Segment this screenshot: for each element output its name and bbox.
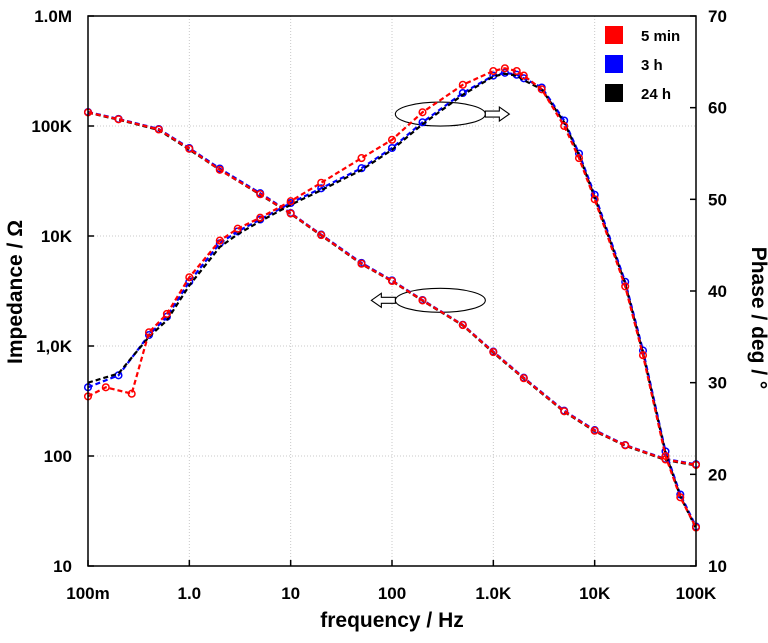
annotation-ellipse [394, 101, 486, 127]
data-point [357, 154, 366, 163]
data-point [162, 309, 171, 318]
data-point [418, 296, 427, 305]
y-left-tick-label: 100K [31, 117, 72, 136]
data-point [185, 273, 194, 282]
data-point [638, 351, 648, 360]
y-right-tick-label: 10 [708, 557, 727, 576]
data-point [215, 165, 224, 174]
data-point [144, 328, 154, 337]
series-layer [83, 64, 701, 532]
annotations [370, 101, 511, 313]
data-point [215, 236, 224, 245]
legend-label: 3 h [641, 57, 663, 74]
x-tick-label: 10K [579, 584, 611, 603]
data-point [458, 80, 467, 89]
data-point [519, 71, 528, 80]
data-point [286, 209, 295, 218]
data-point [233, 224, 242, 233]
data-point [621, 282, 630, 291]
x-tick-label: 10 [281, 584, 300, 603]
legend-item: 24 h [605, 84, 671, 103]
y-right-tick-label: 60 [708, 99, 727, 118]
data-point [256, 190, 265, 199]
arrow-left-icon [370, 292, 396, 309]
data-point [489, 348, 498, 357]
y-right-axis-title: Phase / deg / ° [747, 247, 768, 390]
data-point [127, 389, 136, 398]
series-line [87, 71, 697, 528]
x-tick-label: 1.0K [475, 584, 512, 603]
y-right-tick-label: 30 [708, 374, 727, 393]
x-axis-ticks: 100m 1.0 10 100 1.0K 10K 100K [66, 560, 717, 603]
x-tick-label: 100m [66, 584, 109, 603]
legend-swatch [605, 84, 623, 102]
series-line [87, 67, 697, 529]
data-point [387, 276, 397, 286]
y-left-tick-label: 100 [44, 447, 72, 466]
data-point [512, 66, 521, 76]
x-tick-label: 100K [676, 584, 717, 603]
series-impedance-5-min [83, 108, 701, 469]
legend-swatch [605, 55, 623, 73]
data-point [317, 231, 326, 240]
x-tick-label: 100 [378, 584, 406, 603]
data-point [590, 426, 599, 435]
impedance-axis-annotation [370, 287, 486, 313]
data-point [101, 383, 110, 392]
data-point [286, 197, 295, 206]
legend: 5 min 3 h 24 h [605, 26, 680, 103]
data-point [458, 321, 467, 330]
data-point [114, 115, 123, 124]
y-left-tick-label: 1.0M [34, 7, 72, 26]
data-point [256, 213, 265, 222]
legend-item: 3 h [605, 55, 663, 74]
y-right-tick-label: 20 [708, 465, 727, 484]
data-point [185, 144, 194, 153]
y-left-tick-label: 10 [53, 557, 72, 576]
y-left-tick-label: 1,0K [36, 337, 73, 356]
data-point [458, 88, 467, 98]
legend-label: 5 min [641, 28, 680, 45]
y-right-axis-ticks: 10 20 30 40 50 60 70 [690, 7, 727, 576]
data-point [560, 407, 569, 416]
data-point [357, 164, 366, 173]
data-point [537, 85, 546, 94]
y-left-axis-title: Impedance / Ω [4, 220, 27, 364]
legend-item: 5 min [605, 26, 680, 45]
series-line [87, 111, 697, 466]
data-point [500, 68, 509, 77]
data-point [489, 66, 498, 76]
data-point [154, 125, 163, 134]
data-point [676, 493, 685, 502]
phase-axis-annotation [394, 101, 511, 127]
data-point [661, 451, 670, 461]
data-point [560, 121, 569, 131]
y-right-tick-label: 50 [708, 190, 727, 209]
y-left-axis-ticks: 10 100 1,0K 10K 100K 1.0M [31, 7, 94, 576]
legend-label: 24 h [641, 86, 671, 103]
data-point [574, 154, 584, 163]
data-point [387, 135, 397, 144]
x-tick-label: 1.0 [178, 584, 202, 603]
data-point [590, 195, 599, 204]
y-right-tick-label: 40 [708, 282, 727, 301]
data-point [519, 374, 528, 383]
arrow-right-icon [484, 106, 511, 123]
data-point [418, 108, 427, 117]
x-axis-title: frequency / Hz [320, 609, 464, 632]
data-point [317, 178, 326, 187]
data-point [621, 441, 630, 450]
y-left-tick-label: 10K [41, 227, 73, 246]
data-point [357, 259, 366, 268]
data-point [500, 64, 509, 73]
y-right-tick-label: 70 [708, 7, 727, 26]
legend-swatch [605, 26, 623, 44]
